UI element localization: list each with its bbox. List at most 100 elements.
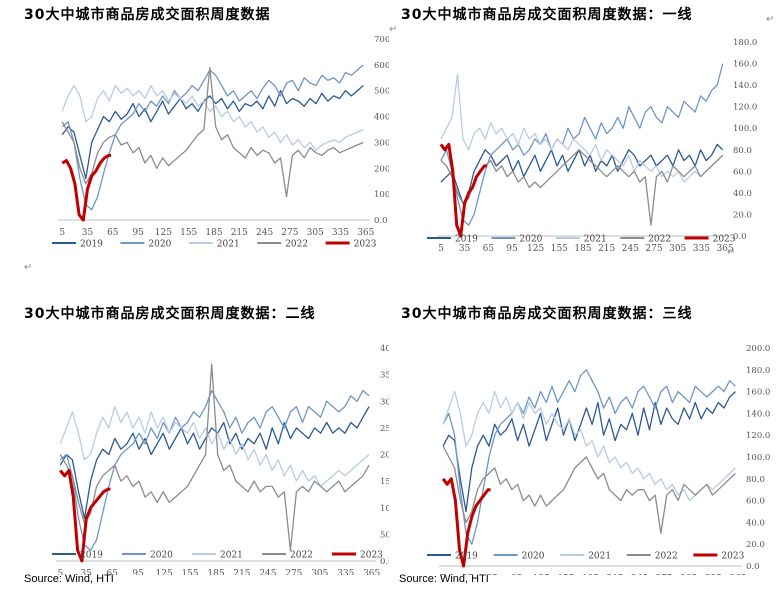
chart-title: 30大中城市商品房成交面积周度数据：一线	[401, 7, 693, 23]
line-chart: 0.0 20.0 40.0 60.0 80.0 100.0 120.0 140.0 160.0 1…	[427, 38, 757, 254]
y-tick-label: 160.0	[746, 388, 770, 398]
x-tick-label: 305	[669, 244, 686, 254]
series-line-2023	[441, 477, 491, 568]
x-tick-label: 95	[132, 228, 144, 238]
chart-panel-1: 30大中城市商品房成交面积周度数据 0.0 100.0 200.0 300.0 400.…	[0, 0, 389, 270]
x-tick-label: 305	[680, 574, 697, 575]
x-tick-label: 155	[181, 569, 198, 575]
return-mark-icon: ↵	[766, 14, 775, 25]
y-tick-label: 120.0	[733, 103, 757, 113]
line-chart: 0.0 20.0 40.0 60.0 80.0 100.0 120.0 140.0 160.0 1…	[427, 344, 770, 575]
x-tick-label: 365	[357, 228, 374, 238]
x-tick-label: 35	[81, 569, 93, 575]
legend-label: 2021	[588, 552, 611, 562]
x-tick-label: 245	[622, 244, 639, 254]
x-tick-label: 125	[527, 244, 544, 254]
legend-label: 2022	[655, 552, 678, 562]
x-tick-label: 5	[440, 574, 446, 575]
x-tick-label: 65	[106, 569, 118, 575]
legend-label: 2021	[220, 551, 243, 561]
x-tick-label: 155	[551, 244, 568, 254]
y-tick-label: 120.0	[746, 431, 770, 441]
y-tick-label: 60.0	[733, 167, 752, 177]
y-tick-label: 100.0	[374, 190, 389, 200]
x-tick-label: 245	[256, 228, 273, 238]
y-tick-label: 20.0	[733, 210, 752, 220]
chart-title: 30大中城市商品房成交面积周度数据	[24, 7, 271, 23]
x-tick-label: 365	[729, 574, 746, 575]
y-tick-label: 500.0	[374, 87, 389, 97]
series-line-2022	[59, 363, 370, 551]
legend-label: 2020	[522, 552, 545, 562]
y-tick-label: 60.0	[746, 497, 765, 507]
x-tick-label: 305	[307, 228, 324, 238]
x-tick-label: 305	[311, 569, 328, 575]
legend-label: 2023	[360, 551, 383, 561]
series-line-2022	[61, 66, 364, 198]
y-tick-label: 20.0	[746, 540, 765, 550]
x-tick-label: 35	[462, 574, 474, 575]
legend-label: 2020	[519, 235, 542, 245]
chart-panel-3: 30大中城市商品房成交面积周度数据：二线 0.0 50.0 100.0 150.0 20…	[0, 295, 389, 575]
legend-label: 2021	[584, 235, 607, 245]
x-tick-label: 155	[180, 228, 197, 238]
x-tick-label: 215	[231, 228, 248, 238]
y-tick-label: 250.0	[380, 424, 389, 434]
series-line-2023	[439, 142, 487, 238]
x-tick-label: 35	[82, 228, 94, 238]
x-tick-label: 245	[259, 569, 276, 575]
series-line-2019	[440, 143, 724, 205]
source-note: Source: Wind, HTI	[399, 573, 489, 585]
source-note: Source: Wind, HTI	[24, 573, 114, 585]
series-line-2021	[61, 84, 364, 151]
series-line-2020	[61, 64, 364, 211]
legend-label: 2022	[290, 551, 313, 561]
x-tick-label: 125	[533, 574, 550, 575]
y-tick-label: 300.0	[374, 138, 389, 148]
y-tick-label: 400.0	[380, 344, 389, 354]
y-tick-label: 150.0	[380, 477, 389, 487]
x-tick-label: 95	[506, 244, 518, 254]
x-tick-label: 275	[285, 569, 302, 575]
x-tick-label: 335	[332, 228, 349, 238]
y-tick-label: 600.0	[374, 61, 389, 71]
x-tick-label: 185	[582, 574, 599, 575]
x-tick-label: 275	[645, 244, 662, 254]
x-tick-label: 185	[207, 569, 224, 575]
x-tick-label: 215	[598, 244, 615, 254]
x-tick-label: 125	[156, 569, 173, 575]
series-line-2019	[442, 391, 736, 513]
x-tick-label: 95	[511, 574, 523, 575]
chart-panel-2: 30大中城市商品房成交面积周度数据：一线 0.0 20.0 40.0 60.0 80.0…	[389, 0, 778, 270]
y-tick-label: 100.0	[733, 124, 757, 134]
chart-title: 30大中城市商品房成交面积周度数据：三线	[401, 306, 693, 322]
y-tick-label: 0.0	[380, 557, 389, 567]
x-tick-label: 65	[107, 228, 119, 238]
x-tick-label: 215	[233, 569, 250, 575]
y-tick-label: 40.0	[746, 518, 765, 528]
line-chart: 0.0 50.0 100.0 150.0 200.0 250.0 300.0 350.0 400…	[52, 344, 389, 575]
legend-label: 2019	[455, 552, 478, 562]
y-tick-label: 140.0	[733, 81, 757, 91]
y-tick-label: 100.0	[380, 504, 389, 514]
y-tick-label: 300.0	[380, 397, 389, 407]
x-tick-label: 125	[155, 228, 172, 238]
x-tick-label: 215	[606, 574, 623, 575]
y-tick-label: 80.0	[746, 475, 765, 485]
series-line-2020	[442, 369, 736, 545]
y-tick-label: 50.0	[380, 530, 389, 540]
series-line-2021	[59, 405, 370, 488]
series-line-2022	[440, 149, 724, 226]
x-tick-label: 65	[487, 574, 499, 575]
x-tick-label: 5	[438, 244, 444, 254]
x-tick-label: 335	[337, 569, 354, 575]
y-tick-label: 180.0	[746, 366, 770, 376]
y-tick-label: 160.0	[733, 60, 757, 70]
y-tick-label: 700.0	[374, 35, 389, 45]
series-line-2021	[442, 390, 736, 502]
x-tick-label: 245	[631, 574, 648, 575]
series-line-2021	[440, 73, 724, 183]
x-tick-label: 185	[205, 228, 222, 238]
x-tick-label: 5	[59, 228, 65, 238]
legend-label: 2020	[150, 551, 173, 561]
